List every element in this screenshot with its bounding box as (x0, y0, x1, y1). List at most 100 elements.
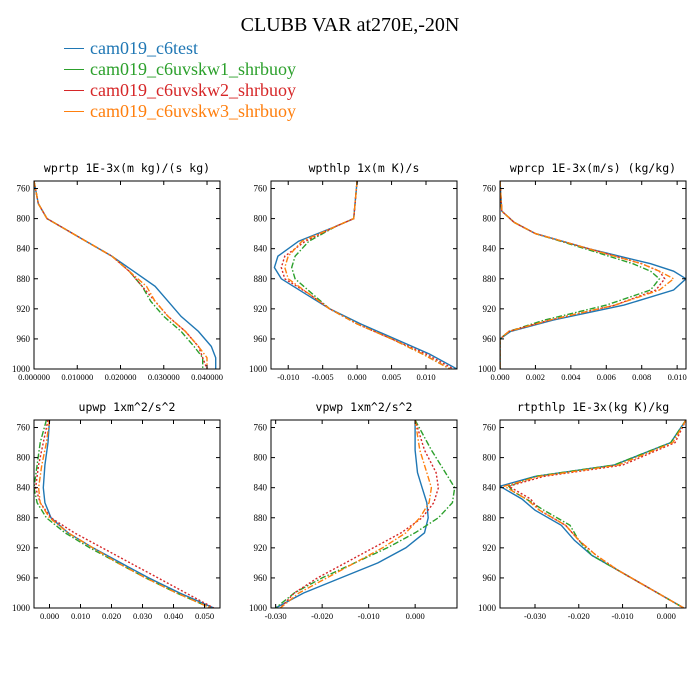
x-tick-label: 0.010 (668, 372, 687, 382)
series-line (279, 420, 433, 608)
panel-title: wpthlp 1x(m K)/s (309, 161, 420, 175)
y-tick-label: 960 (483, 573, 497, 583)
y-tick-label: 760 (17, 423, 31, 433)
y-tick-label: 840 (17, 244, 31, 254)
series-line (507, 420, 686, 608)
y-tick-label: 840 (254, 483, 268, 493)
x-tick-label: -0.020 (568, 611, 590, 621)
legend: cam019_c6test cam019_c6uvskw1_shrbuoy ca… (64, 38, 296, 122)
plot-frame (270, 180, 458, 370)
x-tick-label: 0.008 (632, 372, 651, 382)
plot-frame (499, 180, 687, 370)
y-tick-label: 840 (17, 483, 31, 493)
series-line (275, 420, 429, 608)
y-tick-label: 800 (483, 453, 497, 463)
y-tick-label: 880 (483, 274, 497, 284)
legend-label: cam019_c6uvskw1_shrbuoy (90, 59, 296, 79)
y-tick-label: 920 (254, 543, 268, 553)
y-tick-label: 760 (17, 184, 31, 194)
legend-line-icon (64, 69, 84, 70)
y-tick-label: 920 (17, 543, 31, 553)
y-tick-label: 880 (254, 274, 268, 284)
x-tick-label: -0.005 (312, 372, 334, 382)
x-tick-label: 0.010 (71, 611, 90, 621)
panel-vpwp: vpwp 1xm^2/s^27608008408809209601000-0.0… (249, 400, 458, 621)
legend-item: cam019_c6uvskw2_shrbuoy (64, 80, 296, 101)
legend-item: cam019_c6uvskw3_shrbuoy (64, 101, 296, 122)
x-tick-label: 0.040 (164, 611, 183, 621)
x-tick-label: -0.010 (277, 372, 299, 382)
y-tick-label: 920 (483, 543, 497, 553)
y-tick-label: 800 (483, 214, 497, 224)
series-line (273, 181, 457, 369)
x-tick-label: 0.002 (526, 372, 545, 382)
series-line (34, 181, 208, 369)
y-tick-label: 760 (483, 184, 497, 194)
series-line (34, 420, 211, 608)
y-tick-label: 920 (483, 304, 497, 314)
y-tick-label: 840 (254, 244, 268, 254)
legend-item: cam019_c6uvskw1_shrbuoy (64, 59, 296, 80)
legend-label: cam019_c6uvskw3_shrbuoy (90, 101, 296, 121)
x-tick-label: 0.010000 (61, 372, 93, 382)
x-tick-label: 0.030000 (148, 372, 180, 382)
x-tick-label: -0.010 (612, 611, 634, 621)
x-tick-label: 0.000 (406, 611, 425, 621)
x-tick-label: 0.020 (102, 611, 121, 621)
series-line (284, 181, 451, 369)
y-tick-label: 960 (254, 334, 268, 344)
y-tick-label: 1000 (478, 603, 497, 613)
series-line (279, 420, 440, 608)
legend-item: cam019_c6test (64, 38, 296, 59)
series-line (290, 181, 451, 369)
y-tick-label: 1000 (12, 603, 31, 613)
x-tick-label: -0.010 (358, 611, 380, 621)
x-tick-label: 0.050 (195, 611, 214, 621)
x-tick-label: 0.000 (348, 372, 367, 382)
y-tick-label: 880 (483, 513, 497, 523)
figure-title: CLUBB VAR at270E,-20N (240, 14, 460, 36)
y-tick-label: 880 (17, 274, 31, 284)
legend-label: cam019_c6uvskw2_shrbuoy (90, 80, 296, 100)
panel-upwp: upwp 1xm^2/s^2 760 800 840 880 920 960 1000 0.00… (12, 400, 221, 621)
y-tick-label: 1000 (249, 603, 268, 613)
series-line (42, 420, 215, 608)
y-tick-label: 800 (254, 214, 268, 224)
series-line (500, 181, 686, 369)
y-tick-label: 960 (254, 573, 268, 583)
x-tick-label: -0.020 (311, 611, 333, 621)
plot-frame (33, 419, 221, 609)
y-tick-label: 1000 (478, 364, 497, 374)
series-line (34, 181, 208, 369)
y-tick-label: 960 (17, 334, 31, 344)
y-tick-label: 920 (254, 304, 268, 314)
series-line (500, 181, 675, 369)
y-tick-label: 800 (254, 453, 268, 463)
panel-rtpthlp: rtpthlp 1E-3x(kg K)/kg 760 800 840 880 920 960… (478, 400, 687, 621)
y-tick-label: 920 (17, 304, 31, 314)
x-tick-label: 0.005 (382, 372, 401, 382)
series-line (280, 181, 454, 369)
y-tick-label: 760 (254, 184, 268, 194)
legend-label: cam019_c6test (90, 38, 198, 58)
series-line (37, 420, 211, 608)
series-line (34, 420, 215, 608)
x-tick-label: 0.000000 (18, 372, 50, 382)
x-tick-label: -0.030 (524, 611, 546, 621)
panel-title: rtpthlp 1E-3x(kg K)/kg (517, 400, 669, 414)
panel-title: wprtp 1E-3x(m kg)/(s kg) (44, 161, 210, 175)
x-tick-label: 0.006 (597, 372, 616, 382)
x-tick-label: -0.030 (265, 611, 287, 621)
x-tick-label: 0.010 (416, 372, 435, 382)
series-line (34, 181, 204, 369)
y-tick-label: 760 (483, 423, 497, 433)
series-line (500, 181, 661, 369)
y-tick-label: 1000 (249, 364, 268, 374)
legend-line-icon (64, 48, 84, 49)
y-tick-label: 840 (483, 483, 497, 493)
legend-line-icon (64, 111, 84, 112)
x-tick-label: 0.030 (133, 611, 152, 621)
y-tick-label: 1000 (12, 364, 31, 374)
